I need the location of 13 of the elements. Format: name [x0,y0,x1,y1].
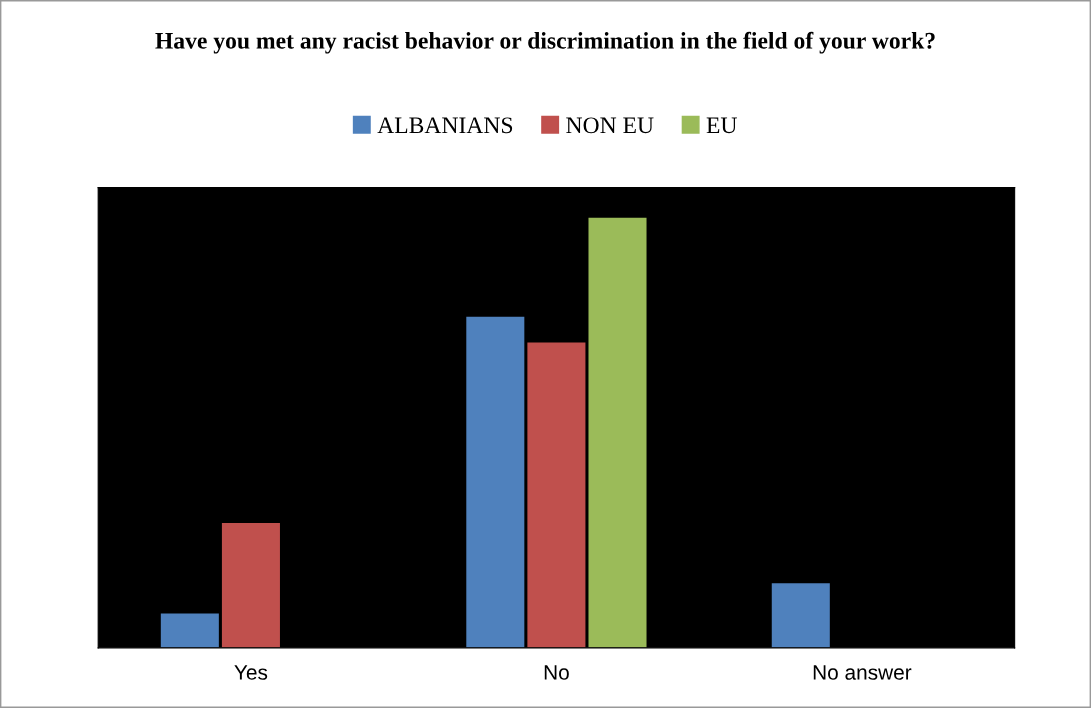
bar [771,583,830,648]
x-tick-label: No [544,665,569,680]
bar [160,613,219,648]
x-tick-label: No answer [813,665,912,680]
bar [527,342,586,648]
legend-label: EU [706,117,737,134]
bar [466,316,525,648]
legend-label: ALBANIANS [377,117,513,134]
x-tick-label: Yes [234,665,268,680]
bar [588,217,647,648]
legend-label: NON EU [566,117,654,134]
chart-title: Have you met any racist behavior or discrimination in the field of your work? [155,31,935,54]
bar [221,523,280,648]
